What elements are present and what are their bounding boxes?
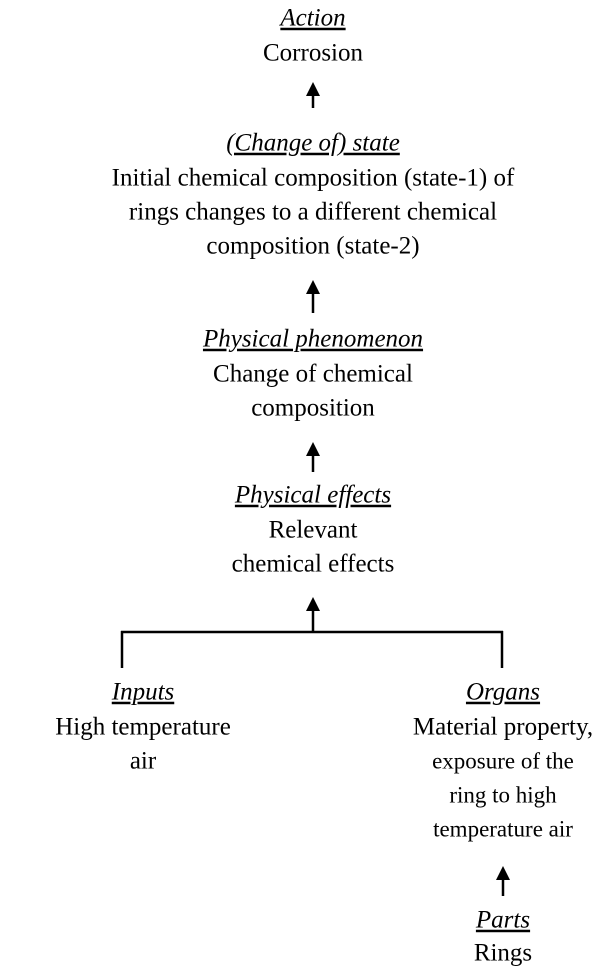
node-heading: (Change of) state bbox=[226, 130, 400, 157]
node-heading: Action bbox=[278, 5, 345, 32]
node-heading: Inputs bbox=[111, 679, 175, 706]
node-text: Change of chemical bbox=[213, 361, 413, 388]
node-heading: Organs bbox=[466, 679, 540, 706]
arrow-head bbox=[306, 597, 320, 611]
node-text: ring to high bbox=[449, 782, 557, 807]
node-text: exposure of the bbox=[432, 748, 574, 773]
node-text: composition bbox=[251, 395, 375, 422]
node-text: Rings bbox=[474, 940, 532, 967]
arrow-head bbox=[306, 442, 320, 456]
arrow-head bbox=[306, 82, 320, 96]
node-text: High temperature bbox=[55, 714, 231, 741]
node-text: air bbox=[130, 748, 157, 775]
node-text: rings changes to a different chemical bbox=[129, 199, 497, 226]
arrow-head bbox=[496, 866, 510, 880]
node-heading: Parts bbox=[475, 907, 530, 934]
node-text: temperature air bbox=[433, 816, 573, 841]
node-text: Initial chemical composition (state-1) o… bbox=[112, 165, 515, 192]
node-text: Relevant bbox=[269, 517, 358, 544]
node-text: Material property, bbox=[413, 714, 593, 741]
node-text: composition (state-2) bbox=[206, 233, 419, 260]
node-text: Corrosion bbox=[263, 40, 364, 67]
node-heading: Physical effects bbox=[234, 482, 391, 509]
node-heading: Physical phenomenon bbox=[202, 326, 423, 353]
node-text: chemical effects bbox=[232, 551, 395, 578]
arrow-head bbox=[306, 280, 320, 294]
